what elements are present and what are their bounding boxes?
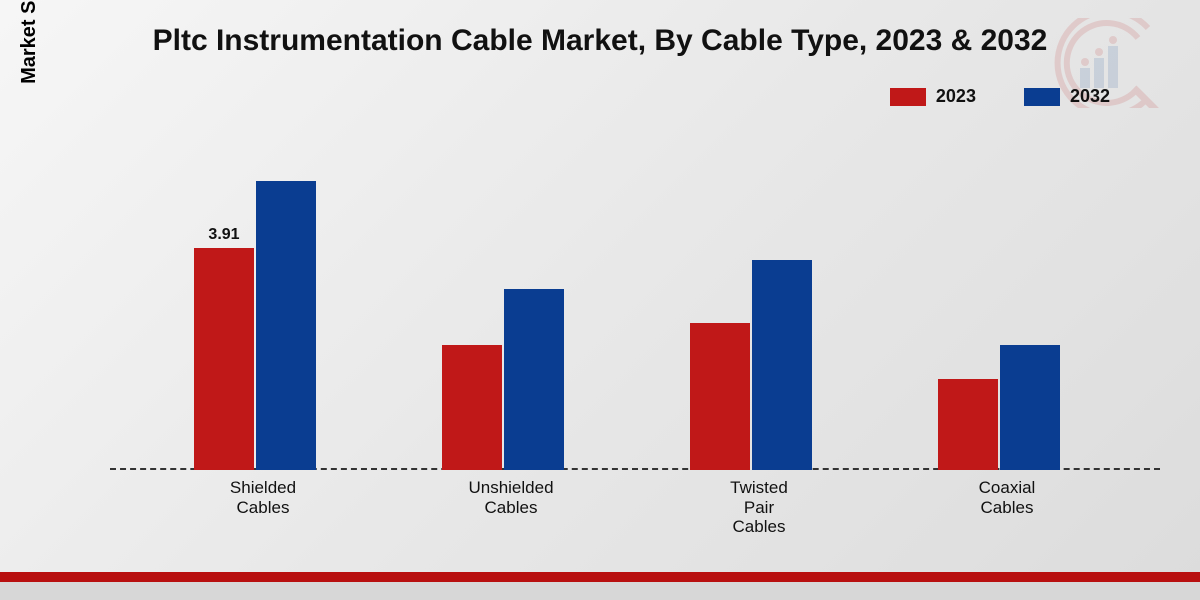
bar-2032	[752, 260, 812, 470]
legend-item-2023: 2023	[890, 86, 976, 107]
bar-2032	[1000, 345, 1060, 470]
category-label: TwistedPairCables	[664, 478, 854, 537]
bar-value-label: 3.91	[184, 226, 264, 244]
chart-card: Pltc Instrumentation Cable Market, By Ca…	[0, 0, 1200, 600]
bar-2023	[938, 379, 998, 470]
legend-label-2023: 2023	[936, 86, 976, 107]
bar-2032	[256, 181, 316, 470]
legend: 2023 2032	[890, 86, 1110, 107]
bar-2023	[194, 248, 254, 470]
legend-item-2032: 2032	[1024, 86, 1110, 107]
bar-2023	[442, 345, 502, 470]
y-axis-label: Market Size in USD Billion	[18, 0, 40, 150]
plot-area: 3.91ShieldedCablesUnshieldedCablesTwiste…	[110, 130, 1160, 470]
bar-2023	[690, 323, 750, 470]
category-label: ShieldedCables	[168, 478, 358, 517]
legend-swatch-2032	[1024, 88, 1060, 106]
legend-swatch-2023	[890, 88, 926, 106]
footer-accent-bar	[0, 572, 1200, 582]
category-label: CoaxialCables	[912, 478, 1102, 517]
legend-label-2032: 2032	[1070, 86, 1110, 107]
chart-title: Pltc Instrumentation Cable Market, By Ca…	[0, 24, 1200, 58]
bar-2032	[504, 289, 564, 470]
footer-grey-bar	[0, 582, 1200, 600]
category-label: UnshieldedCables	[416, 478, 606, 517]
